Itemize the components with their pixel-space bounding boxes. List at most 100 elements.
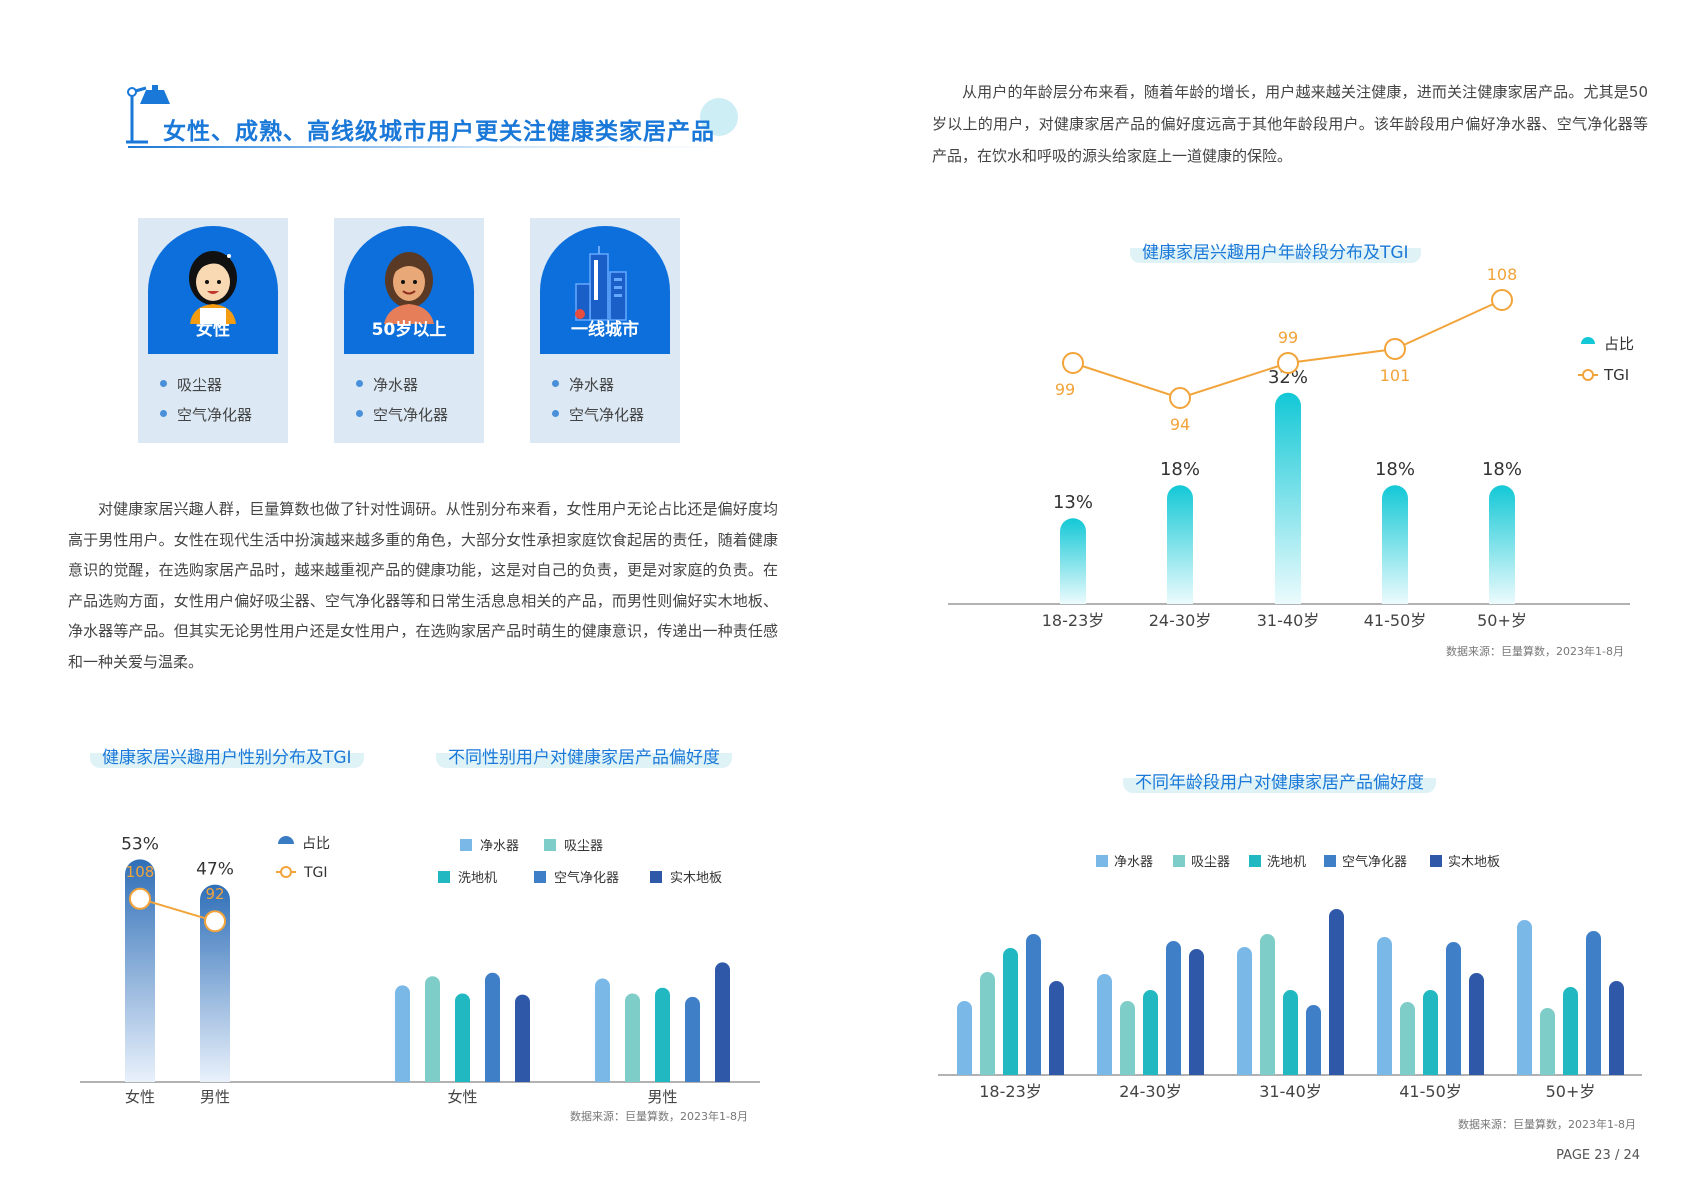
legend-tgi-icon: [1582, 369, 1594, 381]
bar-preference: [1143, 990, 1158, 1075]
tgi-label: 108: [1487, 265, 1518, 284]
bar-preference: [1026, 934, 1041, 1075]
data-label: 32%: [1268, 367, 1308, 388]
data-label: 53%: [121, 834, 159, 854]
x-tick-label: 女性: [447, 1088, 477, 1105]
legend-label: 净水器: [1114, 855, 1153, 870]
header-decor-circle: [700, 98, 738, 136]
legend-swatch: [1096, 855, 1108, 867]
legend-label: 占比: [1604, 335, 1634, 353]
x-tick-label: 女性: [125, 1088, 155, 1105]
bar-preference: [1166, 941, 1181, 1075]
bar-preference: [1049, 981, 1064, 1075]
legend-share-icon: [278, 836, 294, 844]
chart-title-gender-preference: 不同性别用户对健康家居产品偏好度: [436, 743, 732, 768]
age-analysis-paragraph: 从用户的年龄层分布来看，随着年龄的增长，用户越来越关注健康，进而关注健康家居产品…: [932, 83, 1648, 165]
bar-share: [1275, 392, 1301, 604]
bar-preference: [395, 985, 410, 1082]
profile-item: 净水器: [356, 370, 448, 400]
legend-label: 占比: [302, 836, 330, 852]
title-underline: [128, 146, 728, 148]
legend-label: 空气净化器: [554, 870, 619, 886]
chart-title-age-preference: 不同年龄段用户对健康家居产品偏好度: [1123, 768, 1436, 793]
bar-preference: [1329, 909, 1344, 1075]
x-tick-label: 41-50岁: [1364, 611, 1427, 630]
bar-preference: [1563, 987, 1578, 1075]
bar-preference: [455, 993, 470, 1082]
profile-label: 女性: [196, 320, 230, 340]
legend-swatch: [534, 871, 546, 883]
bar-preference: [625, 993, 640, 1082]
x-tick-label: 男性: [647, 1088, 677, 1105]
x-tick-label: 50+岁: [1477, 611, 1527, 630]
tgi-label: 99: [1278, 328, 1298, 347]
x-tick-label: 31-40岁: [1259, 1082, 1322, 1101]
profile-item: 空气净化器: [552, 400, 644, 430]
tgi-point: [1169, 387, 1191, 409]
data-label: 47%: [196, 860, 234, 880]
bar-preference: [515, 994, 530, 1082]
tgi-label: 99: [1055, 380, 1075, 399]
data-source-note: 数据来源：巨量算数，2023年1-8月: [1446, 645, 1624, 658]
bar-share: [1167, 485, 1193, 604]
x-tick-label: 男性: [200, 1088, 230, 1105]
tgi-point: [204, 910, 226, 933]
page-title: 女性、成熟、高线级城市用户更关注健康类家居产品: [163, 119, 715, 145]
legend-label: 实木地板: [1448, 855, 1500, 870]
profile-card-50plus: 50岁以上 净水器 空气净化器: [334, 218, 484, 443]
legend-label: 吸尘器: [1191, 855, 1230, 870]
legend-swatch: [650, 871, 662, 883]
data-label: 13%: [1053, 492, 1093, 513]
profile-label: 一线城市: [571, 320, 639, 340]
x-tick-label: 24-30岁: [1119, 1082, 1182, 1101]
bar-preference: [980, 972, 995, 1075]
x-tick-label: 18-23岁: [979, 1082, 1042, 1101]
profile-item: 空气净化器: [356, 400, 448, 430]
bar-preference: [1189, 949, 1204, 1075]
legend-label: 洗地机: [1267, 855, 1306, 870]
mature-woman-avatar-icon: [384, 252, 434, 324]
bar-share: [125, 859, 155, 1082]
age-share-chart: 13% 18-23岁 18% 24-30岁 32% 31-40岁 18% 41-50岁 18% 5…: [948, 265, 1634, 630]
bar-preference: [1469, 973, 1484, 1075]
tgi-point: [1491, 289, 1513, 311]
gender-share-chart: 53% 女性 47% 男性 108 92 占比 TGI: [80, 834, 380, 1105]
bar-preference: [1097, 974, 1112, 1075]
profile-card-female: 女性 吸尘器 空气净化器: [138, 218, 288, 443]
gender-analysis-paragraph: 对健康家居兴趣人群，巨量算数也做了针对性调研。从性别分布来看，女性用户无论占比还…: [68, 500, 778, 671]
x-tick-label: 31-40岁: [1257, 611, 1320, 630]
data-label: 18%: [1375, 459, 1415, 480]
city-buildings-icon: [575, 246, 627, 321]
legend-share-icon: [1581, 337, 1595, 344]
legend-label: 空气净化器: [1342, 854, 1407, 870]
woman-avatar-icon: [189, 251, 237, 324]
bar-preference: [715, 962, 730, 1082]
profile-item: 空气净化器: [160, 400, 252, 430]
legend-swatch: [438, 871, 450, 883]
tgi-label: 92: [205, 885, 224, 903]
bar-share: [1060, 518, 1086, 604]
bar-preference: [1306, 1005, 1321, 1075]
data-source-note: 数据来源：巨量算数，2023年1-8月: [570, 1110, 748, 1123]
legend-swatch: [1173, 855, 1185, 867]
bar-preference: [595, 978, 610, 1082]
legend-swatch: [1430, 855, 1442, 867]
bar-preference: [1003, 948, 1018, 1075]
data-source-note: 数据来源：巨量算数，2023年1-8月: [1458, 1118, 1636, 1131]
data-label: 18%: [1160, 459, 1200, 480]
tgi-label: 94: [1170, 415, 1190, 434]
tgi-point: [129, 887, 151, 910]
legend-label: TGI: [1603, 366, 1629, 384]
bar-preference: [1446, 942, 1461, 1075]
data-label: 18%: [1482, 459, 1522, 480]
legend-swatch: [460, 839, 472, 851]
bar-share: [1489, 485, 1515, 604]
bar-preference: [685, 996, 700, 1082]
bar-preference: [1400, 1002, 1415, 1075]
chart-title-age-share: 健康家居兴趣用户年龄段分布及TGI: [1130, 238, 1421, 263]
profile-card-tier1-city: 一线城市 净水器 空气净化器: [530, 218, 680, 443]
profile-label: 50岁以上: [371, 320, 447, 340]
bar-preference: [957, 1001, 972, 1075]
legend-tgi-icon: [280, 866, 292, 878]
